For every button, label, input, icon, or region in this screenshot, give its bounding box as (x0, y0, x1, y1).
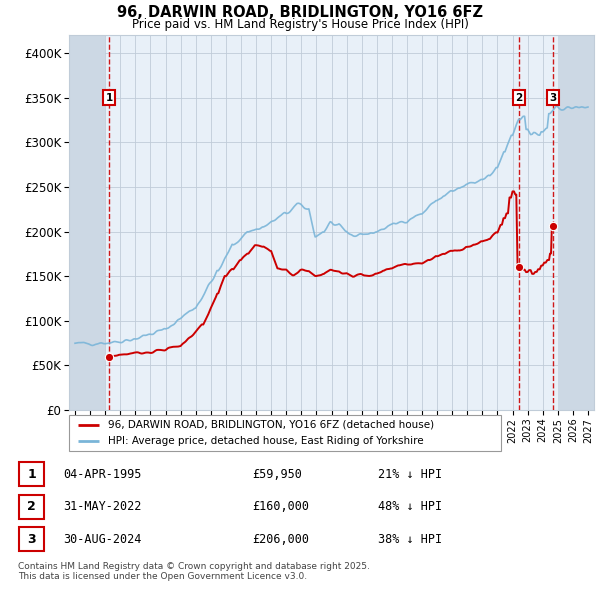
Bar (558, 35, 594, 410)
Text: 3: 3 (27, 533, 36, 546)
Text: 31-MAY-2022: 31-MAY-2022 (63, 500, 142, 513)
Text: 96, DARWIN ROAD, BRIDLINGTON, YO16 6FZ (detached house): 96, DARWIN ROAD, BRIDLINGTON, YO16 6FZ (… (108, 419, 434, 430)
Text: £206,000: £206,000 (252, 533, 309, 546)
Text: Contains HM Land Registry data © Crown copyright and database right 2025.
This d: Contains HM Land Registry data © Crown c… (18, 562, 370, 581)
Text: 38% ↓ HPI: 38% ↓ HPI (378, 533, 442, 546)
Text: 48% ↓ HPI: 48% ↓ HPI (378, 500, 442, 513)
Text: HPI: Average price, detached house, East Riding of Yorkshire: HPI: Average price, detached house, East… (108, 437, 424, 447)
FancyBboxPatch shape (19, 463, 44, 486)
Text: 30-AUG-2024: 30-AUG-2024 (63, 533, 142, 546)
Text: 21% ↓ HPI: 21% ↓ HPI (378, 468, 442, 481)
FancyBboxPatch shape (19, 527, 44, 551)
FancyBboxPatch shape (19, 495, 44, 519)
Text: 2: 2 (515, 93, 523, 103)
Text: 3: 3 (549, 93, 556, 103)
Bar (69, 35, 105, 410)
FancyBboxPatch shape (69, 415, 501, 451)
Text: 04-APR-1995: 04-APR-1995 (63, 468, 142, 481)
Text: Price paid vs. HM Land Registry's House Price Index (HPI): Price paid vs. HM Land Registry's House … (131, 18, 469, 31)
Text: 1: 1 (27, 468, 36, 481)
Text: 1: 1 (106, 93, 113, 103)
Text: 96, DARWIN ROAD, BRIDLINGTON, YO16 6FZ: 96, DARWIN ROAD, BRIDLINGTON, YO16 6FZ (117, 5, 483, 19)
Text: £59,950: £59,950 (252, 468, 302, 481)
Text: 2: 2 (27, 500, 36, 513)
Text: £160,000: £160,000 (252, 500, 309, 513)
